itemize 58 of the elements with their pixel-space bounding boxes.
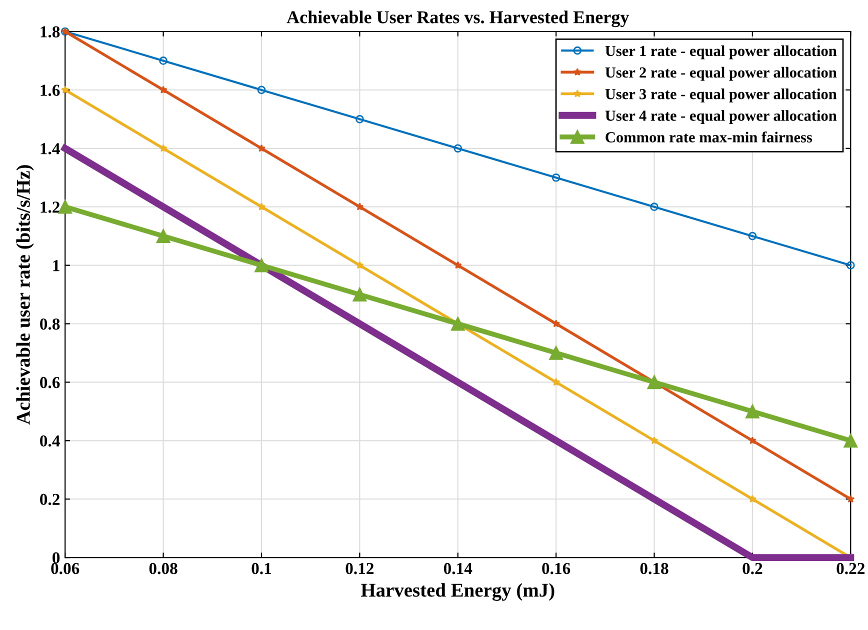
x-tick-label: 0.12 <box>346 562 374 574</box>
y-tick-label: 1 <box>53 260 60 272</box>
y-tick-label: 0.2 <box>40 494 60 506</box>
point <box>356 261 364 269</box>
point <box>552 173 560 182</box>
point <box>159 86 168 94</box>
point <box>61 86 70 94</box>
point <box>156 229 170 244</box>
y-tick-label: 0 <box>52 552 60 564</box>
point <box>257 144 266 152</box>
point <box>257 202 266 210</box>
chart-title: Achievable User Rates vs. Harvested Energy <box>286 10 630 28</box>
x-tick-label: 0.14 <box>444 562 472 574</box>
point <box>450 316 465 331</box>
point <box>159 56 168 65</box>
point <box>356 202 364 210</box>
point <box>846 261 855 270</box>
y-tick-label: 1.4 <box>40 143 60 154</box>
point <box>650 436 658 444</box>
y-tick-label: 0.4 <box>40 435 60 447</box>
x-tick-label: 0.2 <box>742 562 762 574</box>
point <box>552 320 560 328</box>
y-tick-label: 1.2 <box>40 202 60 213</box>
point <box>352 288 367 302</box>
x-tick-label: 0.22 <box>836 562 865 574</box>
point <box>748 436 756 444</box>
legend-label: User 4 rate - equal power allocation <box>605 110 837 124</box>
x-tick-label: 0.08 <box>149 562 178 574</box>
legend-label: User 3 rate - equal power allocation <box>605 88 837 102</box>
y-axis-title: Achievable user rate (bits/s/Hz) <box>16 165 34 425</box>
point <box>552 378 560 386</box>
point <box>257 86 266 94</box>
point <box>650 202 658 212</box>
y-tick-label: 0.6 <box>40 376 60 388</box>
x-tick-label: 0.18 <box>640 562 668 574</box>
point <box>846 494 855 503</box>
point <box>159 144 168 152</box>
point <box>254 258 268 272</box>
y-tick-label: 0.8 <box>40 318 60 330</box>
point <box>647 375 662 390</box>
y-tick-label: 1.8 <box>40 26 60 38</box>
legend-label: User 2 rate - equal power allocation <box>605 66 837 81</box>
x-tick-label: 0.16 <box>542 562 570 574</box>
x-tick-label: 0.1 <box>252 562 272 574</box>
point <box>844 434 858 448</box>
point <box>454 261 462 269</box>
x-tick-label: 0.06 <box>51 562 80 574</box>
legend-label: Common rate max-min fairness <box>606 132 812 142</box>
y-tick-label: 1.6 <box>40 84 60 96</box>
point <box>748 232 757 240</box>
point <box>356 115 364 124</box>
point <box>746 404 760 418</box>
point <box>549 346 564 360</box>
point <box>58 200 72 214</box>
x-axis-title: Harvested Energy (mJ) <box>361 583 554 601</box>
legend-label: User 1 rate - equal power allocation <box>605 45 837 60</box>
point <box>454 144 462 153</box>
point <box>748 494 756 503</box>
